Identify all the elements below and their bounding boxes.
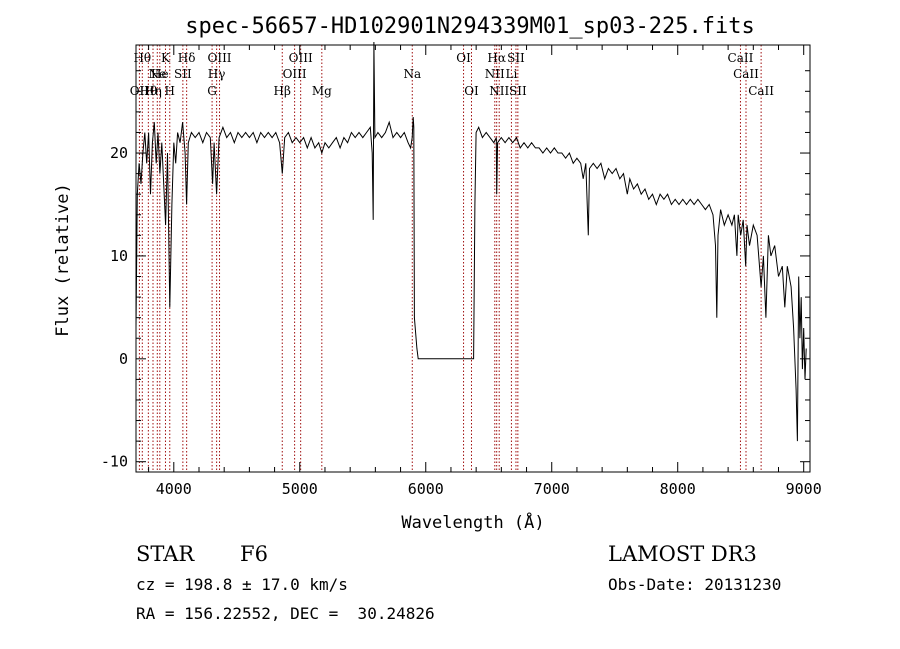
line-label-17: Na [403,67,421,81]
x-tick-label-4000: 4000 [156,480,192,498]
line-label-26: CaII [733,67,759,81]
x-tick-label-5000: 5000 [282,480,318,498]
object-type: STAR [136,542,195,566]
line-label-14: OIII [283,67,307,81]
line-label-11: Hγ [208,67,226,81]
line-label-19: OI [464,84,479,98]
x-tick-label-8000: 8000 [660,480,696,498]
y-tick-label-0: 0 [119,350,128,368]
line-label-22: NII [489,84,509,98]
y-tick-label--10: -10 [101,453,128,471]
observation-date: Obs-Date: 20131230 [608,575,781,594]
line-label-27: CaII [748,84,774,98]
survey-name: LAMOST DR3 [608,542,757,566]
line-label-1: Hθ [133,51,151,65]
line-label-21: Hα [487,51,506,65]
y-tick-label-20: 20 [110,144,128,162]
x-axis-ticks: 4000 5000 6000 7000 8000 9000 [148,45,822,498]
line-label-2: Hθ [139,84,157,98]
y-tick-label-10: 10 [110,247,128,265]
line-label-5: He [151,67,169,81]
x-axis-label: Wavelength (Å) [401,511,544,533]
line-label-18: OI [456,51,471,65]
x-tick-label-7000: 7000 [534,480,570,498]
x-tick-label-6000: 6000 [408,480,444,498]
spectrum-series-line [135,41,807,442]
line-label-15: OIII [289,51,313,65]
line-label-12: OIII [207,51,231,65]
emission-line-markers [138,45,762,472]
y-axis-label: Flux (relative) [53,183,73,337]
x-tick-label-9000: 9000 [786,480,822,498]
line-label-16: Mg [312,84,332,98]
line-label-4: Ne [148,67,166,81]
line-label-28: Li [506,67,518,81]
line-label-6: K [161,51,171,65]
redshift-info: cz = 198.8 ± 17.0 km/s [136,575,348,594]
coordinates-info: RA = 156.22552, DEC = 30.24826 [136,604,435,623]
y-axis-ticks: -10 0 10 20 [101,70,810,471]
line-label-3: Hη [144,84,162,98]
line-label-9: Hδ [178,51,196,65]
line-label-7: H [165,84,175,98]
emission-line-labels: OIIHθHθHηNeHeKHSIIHδGHγOIIIHβOIIIOIIIMgN… [130,51,775,98]
chart-title: spec-56657-HD102901N294339M01_sp03-225.f… [185,14,755,39]
object-subclass: F6 [240,542,268,566]
line-label-20: NII [485,67,505,81]
line-label-25: CaII [728,51,754,65]
line-label-8: SII [174,67,192,81]
plot-frame [135,44,811,473]
line-label-10: G [207,84,217,98]
line-label-23: SII [507,51,525,65]
line-label-24: SII [509,84,527,98]
line-label-13: Hβ [274,84,291,98]
